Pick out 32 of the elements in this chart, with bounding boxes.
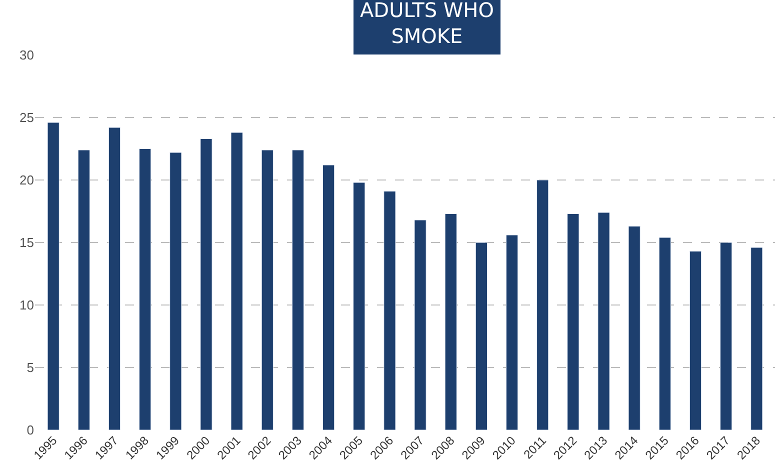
bar <box>658 237 671 430</box>
bar <box>292 150 304 430</box>
bar <box>628 226 640 430</box>
y-tick-label: 25 <box>20 110 34 126</box>
bar <box>200 138 212 430</box>
bar <box>414 220 426 430</box>
y-tick-label: 10 <box>20 298 34 313</box>
y-tick-label: 30 <box>20 48 34 63</box>
bar <box>444 214 457 430</box>
bar <box>720 242 732 430</box>
bar <box>78 150 90 430</box>
bar <box>598 212 610 430</box>
bar <box>322 164 335 430</box>
bar <box>750 247 763 430</box>
bar <box>353 182 366 430</box>
y-tick-label: 15 <box>20 235 34 250</box>
bar <box>170 152 182 430</box>
bar <box>506 234 518 430</box>
bar <box>536 180 549 430</box>
bar <box>139 148 152 430</box>
y-tick-label: 0 <box>26 422 34 438</box>
chart-title: ADULTS WHO SMOKE <box>360 0 494 48</box>
y-tick-label: 20 <box>20 172 34 188</box>
bar <box>689 251 702 430</box>
bar <box>230 132 243 430</box>
y-tick-label: 5 <box>26 360 34 376</box>
bar <box>261 150 274 430</box>
bar <box>475 242 488 430</box>
bar <box>47 122 60 430</box>
bar <box>108 127 121 430</box>
bar <box>567 214 580 430</box>
bar <box>384 191 396 430</box>
